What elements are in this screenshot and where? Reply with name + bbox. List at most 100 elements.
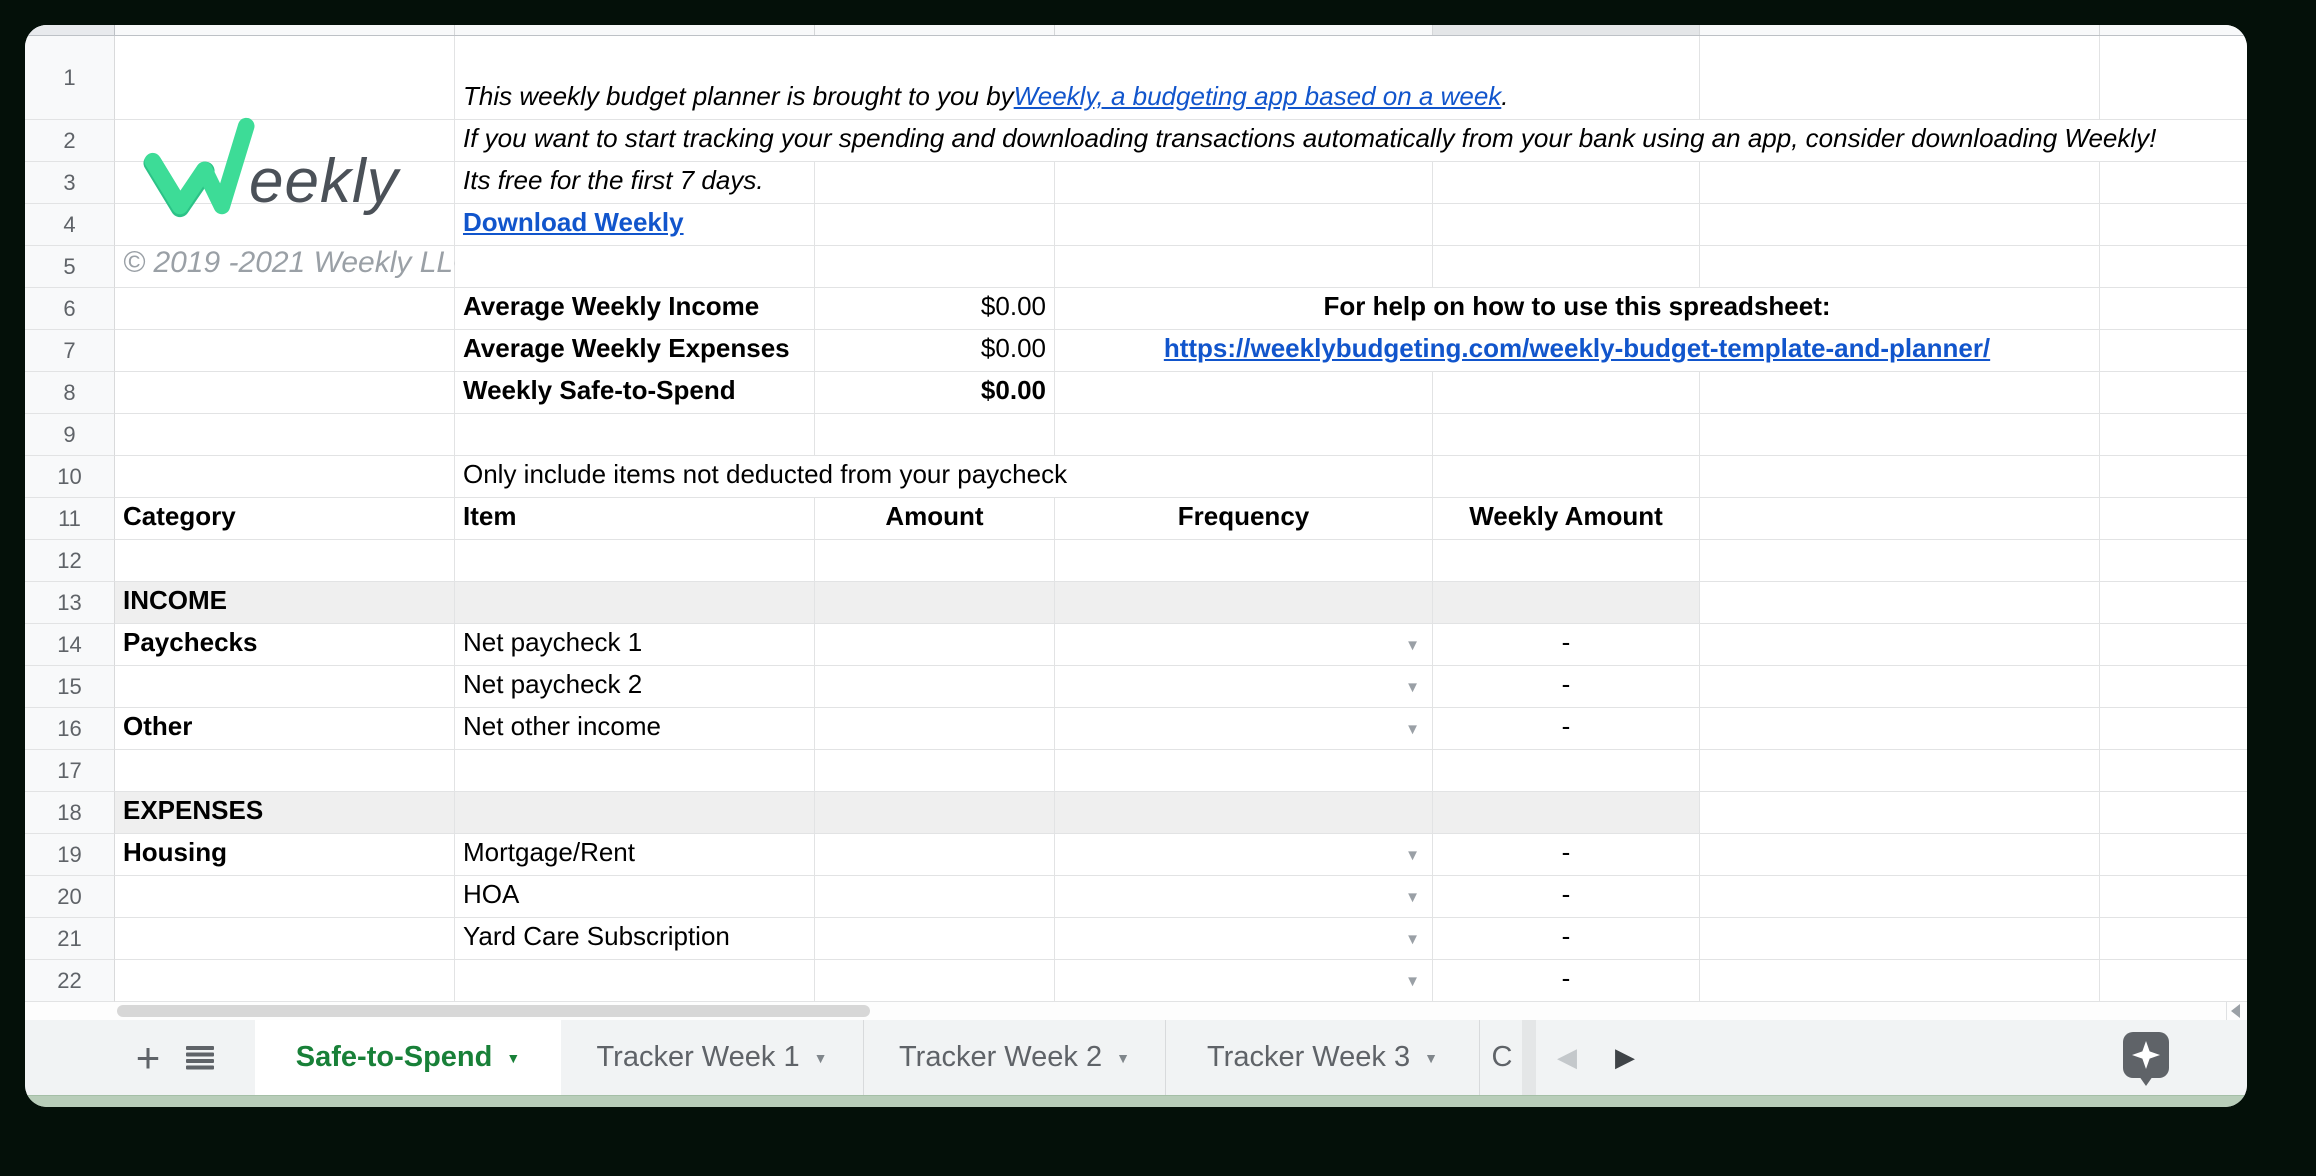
- column-header-d[interactable]: [1055, 25, 1433, 35]
- cell-item[interactable]: Mortgage/Rent: [455, 834, 815, 876]
- frequency-dropdown-icon[interactable]: ▼: [1405, 973, 1420, 990]
- row-header[interactable]: 5: [25, 246, 115, 288]
- cell[interactable]: [2100, 582, 2247, 624]
- cell[interactable]: [2100, 792, 2247, 834]
- cell-intro-line3[interactable]: Its free for the first 7 days.: [455, 162, 815, 204]
- add-sheet-button[interactable]: +: [135, 1033, 161, 1081]
- cell-category[interactable]: Other: [115, 708, 455, 750]
- cell[interactable]: [1433, 372, 1700, 414]
- cell-amount[interactable]: [815, 834, 1055, 876]
- tab-dropdown-icon[interactable]: ▼: [506, 1049, 521, 1066]
- cell[interactable]: [1700, 666, 2100, 708]
- row-header[interactable]: 16: [25, 708, 115, 750]
- cell-intro-line2[interactable]: If you want to start tracking your spend…: [455, 120, 2247, 162]
- cell[interactable]: [2100, 540, 2247, 582]
- frequency-dropdown-icon[interactable]: ▼: [1405, 679, 1420, 696]
- row-header[interactable]: 18: [25, 792, 115, 834]
- cell-item[interactable]: Net other income: [455, 708, 815, 750]
- row-header[interactable]: 4: [25, 204, 115, 246]
- cell[interactable]: [455, 540, 815, 582]
- cell[interactable]: [1700, 750, 2100, 792]
- cell[interactable]: [2100, 372, 2247, 414]
- cell[interactable]: [2100, 960, 2247, 1002]
- cell[interactable]: [1700, 960, 2100, 1002]
- cell-item[interactable]: Yard Care Subscription: [455, 918, 815, 960]
- cell[interactable]: [1700, 834, 2100, 876]
- row-header[interactable]: 13: [25, 582, 115, 624]
- cell[interactable]: [115, 750, 455, 792]
- cell[interactable]: [455, 246, 815, 288]
- help-url-link[interactable]: https://weeklybudgeting.com/weekly-budge…: [1163, 333, 1991, 363]
- cell[interactable]: [1055, 162, 1433, 204]
- cell-frequency[interactable]: ▼: [1055, 876, 1433, 918]
- cell-weekly-amount[interactable]: -: [1433, 918, 1700, 960]
- cell-amount[interactable]: [815, 876, 1055, 918]
- cell-item[interactable]: HOA: [455, 876, 815, 918]
- cell[interactable]: [1700, 204, 2100, 246]
- download-weekly-link[interactable]: Download Weekly: [463, 207, 684, 237]
- cell[interactable]: [115, 540, 455, 582]
- cell-category[interactable]: [115, 876, 455, 918]
- cell[interactable]: [1700, 582, 2100, 624]
- cell-weekly-amount[interactable]: -: [1433, 876, 1700, 918]
- cell[interactable]: [2100, 414, 2247, 456]
- cell-frequency[interactable]: ▼: [1055, 624, 1433, 666]
- cell[interactable]: [1433, 246, 1700, 288]
- cell-weekly-amount[interactable]: -: [1433, 834, 1700, 876]
- frequency-dropdown-icon[interactable]: ▼: [1405, 931, 1420, 948]
- cell[interactable]: [1700, 624, 2100, 666]
- tab-safe-to-spend[interactable]: Safe-to-Spend ▼: [255, 1020, 561, 1095]
- cell[interactable]: [1433, 456, 1700, 498]
- cell[interactable]: [115, 414, 455, 456]
- cell-f1[interactable]: [1700, 36, 2100, 120]
- cell-expenses-label[interactable]: Average Weekly Expenses: [455, 330, 815, 372]
- frequency-dropdown-icon[interactable]: ▼: [1405, 847, 1420, 864]
- cell[interactable]: [815, 162, 1055, 204]
- cell[interactable]: [1055, 204, 1433, 246]
- tab-dropdown-icon[interactable]: ▼: [1116, 1049, 1130, 1066]
- row-header[interactable]: 15: [25, 666, 115, 708]
- tab-tracker-week-1[interactable]: Tracker Week 1 ▼: [561, 1020, 863, 1095]
- column-header-a[interactable]: [115, 25, 455, 35]
- tab-dropdown-icon[interactable]: ▼: [1424, 1049, 1438, 1066]
- cell-category[interactable]: [115, 960, 455, 1002]
- cell-category[interactable]: Housing: [115, 834, 455, 876]
- row-header[interactable]: 7: [25, 330, 115, 372]
- cell[interactable]: [1433, 414, 1700, 456]
- tab-tracker-week-2[interactable]: Tracker Week 2 ▼: [864, 1020, 1165, 1095]
- cell-amount[interactable]: [815, 624, 1055, 666]
- tabs-scroll-left-icon[interactable]: ◀: [1557, 1042, 1577, 1072]
- cell-a1[interactable]: [115, 36, 455, 120]
- header-frequency[interactable]: Frequency: [1055, 498, 1433, 540]
- cell[interactable]: [1433, 162, 1700, 204]
- cell-weekly-amount[interactable]: -: [1433, 666, 1700, 708]
- cell[interactable]: [2100, 834, 2247, 876]
- cell[interactable]: [2100, 498, 2247, 540]
- cell[interactable]: [455, 582, 815, 624]
- cell-frequency[interactable]: ▼: [1055, 666, 1433, 708]
- cell[interactable]: [115, 372, 455, 414]
- cell-weekly-amount[interactable]: -: [1433, 708, 1700, 750]
- cell[interactable]: [1433, 792, 1700, 834]
- cell[interactable]: [815, 414, 1055, 456]
- cell[interactable]: [1433, 582, 1700, 624]
- cell-item[interactable]: [455, 960, 815, 1002]
- cell-income-label[interactable]: Average Weekly Income: [455, 288, 815, 330]
- cell[interactable]: [1700, 708, 2100, 750]
- cell-amount[interactable]: [815, 708, 1055, 750]
- cell[interactable]: [455, 414, 815, 456]
- row-header[interactable]: 3: [25, 162, 115, 204]
- cell[interactable]: [1700, 918, 2100, 960]
- cell[interactable]: [1700, 540, 2100, 582]
- cell[interactable]: [2100, 624, 2247, 666]
- cell[interactable]: [115, 456, 455, 498]
- cell-income-value[interactable]: $0.00: [815, 288, 1055, 330]
- cell-note[interactable]: Only include items not deducted from you…: [455, 456, 1433, 498]
- row-header[interactable]: 1: [25, 36, 115, 120]
- cell-intro-line1[interactable]: This weekly budget planner is brought to…: [455, 36, 1700, 120]
- row-header[interactable]: 6: [25, 288, 115, 330]
- cell[interactable]: [1433, 204, 1700, 246]
- cell[interactable]: [115, 288, 455, 330]
- column-header-g[interactable]: [2100, 25, 2247, 35]
- cell[interactable]: [1700, 792, 2100, 834]
